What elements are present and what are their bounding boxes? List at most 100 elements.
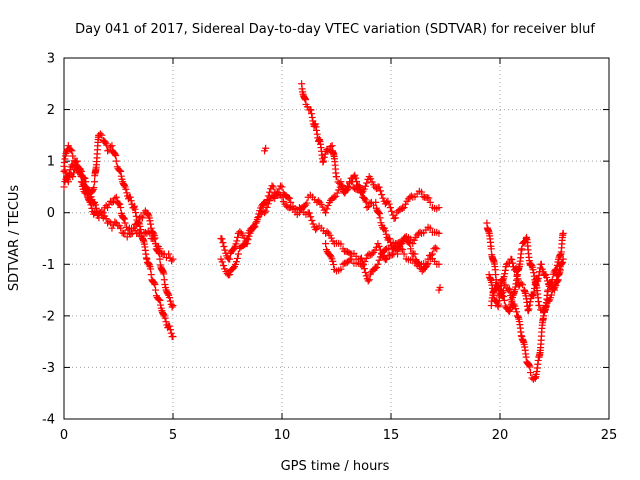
data-point-track-4 <box>322 209 330 217</box>
data-point-track-7 <box>373 263 381 271</box>
data-point-track-8 <box>559 229 567 237</box>
data-point-track-1 <box>117 172 125 180</box>
data-point-track-2 <box>120 214 128 222</box>
data-point-track-7 <box>400 250 408 258</box>
data-point-track-5 <box>234 250 242 258</box>
data-point-track-2 <box>60 183 68 191</box>
data-point-track-7 <box>330 261 338 269</box>
data-point-track-6 <box>319 157 327 165</box>
data-point-track-7 <box>359 261 367 269</box>
y-axis-label: SDTVAR / TECUs <box>7 185 22 292</box>
data-point-track-7 <box>424 260 432 268</box>
data-point-track-4 <box>391 214 399 222</box>
data-point-track-10 <box>529 266 537 274</box>
data-point-track-6 <box>313 126 321 134</box>
data-point-track-7 <box>375 256 383 264</box>
data-point-track-10 <box>508 297 516 305</box>
data-point-track-2 <box>168 303 176 311</box>
data-point-track-1 <box>68 147 76 155</box>
data-point-track-1 <box>150 279 158 287</box>
data-point-track-5 <box>278 183 286 191</box>
data-point-track-4 <box>332 192 340 200</box>
data-point-track-2 <box>104 204 112 212</box>
data-point-track-6 <box>381 227 389 235</box>
data-point-track-3 <box>91 201 99 209</box>
data-point-track-4 <box>376 187 384 195</box>
data-point-track-7 <box>346 255 354 263</box>
data-point-track-1 <box>166 326 174 334</box>
data-point-track-1 <box>91 178 99 186</box>
data-point-track-1 <box>156 296 164 304</box>
data-point-track-1 <box>111 150 119 158</box>
data-point-track-1 <box>169 332 177 340</box>
data-point-track-4 <box>226 255 234 263</box>
data-point-track-9 <box>508 256 516 264</box>
data-point-track-2 <box>137 213 145 221</box>
data-point-track-3 <box>77 167 85 175</box>
y-tick-label: 3 <box>47 52 55 67</box>
data-point-track-4 <box>426 198 434 206</box>
data-point-track-4 <box>303 199 311 207</box>
data-point-track-1 <box>162 318 170 326</box>
data-point-track-6 <box>427 251 435 259</box>
data-point-track-8 <box>502 281 510 289</box>
data-point-track-8 <box>505 285 513 293</box>
data-point-track-5 <box>241 241 249 249</box>
data-point-track-9 <box>501 270 509 278</box>
data-point-track-1 <box>67 146 75 154</box>
data-point-track-9 <box>544 277 552 285</box>
data-point-track-7 <box>409 255 417 263</box>
data-point-track-6 <box>374 208 382 216</box>
data-point-track-6 <box>433 245 441 253</box>
data-point-track-3 <box>69 173 77 181</box>
data-point-track-1 <box>98 131 106 139</box>
data-point-track-6 <box>307 106 315 114</box>
data-point-track-5 <box>219 262 227 270</box>
data-point-track-6 <box>357 186 365 194</box>
data-point-track-7 <box>391 240 399 248</box>
data-point-track-2 <box>133 220 141 228</box>
data-point-track-4 <box>232 240 240 248</box>
data-point-track-5 <box>277 182 285 190</box>
data-point-track-1 <box>130 204 138 212</box>
data-point-track-1 <box>122 185 130 193</box>
data-point-track-9 <box>519 281 527 289</box>
data-point-track-7 <box>364 277 372 285</box>
data-point-track-8 <box>513 308 521 316</box>
data-point-track-1 <box>160 310 168 318</box>
data-point-track-7 <box>360 265 368 273</box>
data-point-track-1 <box>137 225 145 233</box>
x-tick-label: 0 <box>60 428 68 443</box>
data-point-track-4 <box>390 214 398 222</box>
data-point-track-4 <box>221 246 229 254</box>
y-tick-label: -4 <box>42 413 55 428</box>
data-point-track-5 <box>305 209 313 217</box>
data-point-track-8 <box>487 245 495 253</box>
data-point-track-6 <box>320 153 328 161</box>
data-point-track-9 <box>509 259 517 267</box>
data-point-track-10 <box>499 293 507 301</box>
data-point-track-3 <box>144 228 152 236</box>
plot-frame <box>63 57 610 420</box>
data-point-track-6 <box>352 174 360 182</box>
y-tick-label: -2 <box>42 309 55 324</box>
data-point-track-10 <box>542 303 550 311</box>
data-point-track-5 <box>312 226 320 234</box>
data-point-track-4 <box>268 182 276 190</box>
data-point-track-7 <box>361 268 369 276</box>
data-point-track-1 <box>115 166 123 174</box>
data-point-track-1 <box>123 189 131 197</box>
data-point-track-10 <box>530 272 538 280</box>
data-point-track-10 <box>551 283 559 291</box>
data-point-track-1 <box>112 152 120 160</box>
data-point-track-1 <box>112 157 120 165</box>
data-point-track-7 <box>365 276 373 284</box>
data-point-track-6 <box>372 198 380 206</box>
y-tick-label: -1 <box>42 258 55 273</box>
data-point-track-5 <box>426 224 434 232</box>
data-point-track-3 <box>165 250 173 258</box>
data-point-track-3 <box>85 187 93 195</box>
data-point-track-4 <box>425 194 433 202</box>
data-point-track-2 <box>109 198 117 206</box>
